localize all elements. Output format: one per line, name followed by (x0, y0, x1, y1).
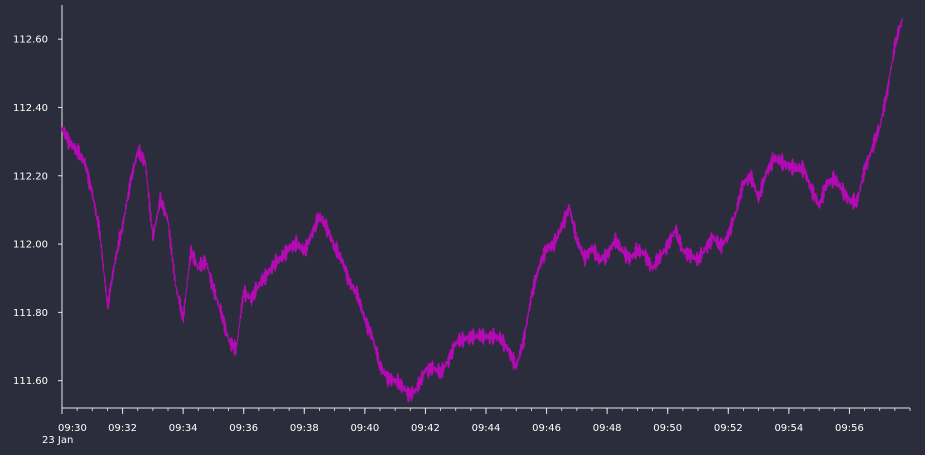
y-tick-label: 112.20 (13, 171, 48, 182)
price-series-line (61, 18, 903, 403)
x-tick-label: 09:40 (350, 423, 379, 434)
x-tick-label: 09:30 (58, 423, 87, 434)
y-tick-label: 111.80 (13, 308, 48, 319)
chart-axes (61, 5, 910, 409)
x-tick-label: 09:36 (229, 423, 258, 434)
x-tick-label: 09:52 (714, 423, 743, 434)
y-axis: 111.60 111.80 112.00 112.20 112.40 112.60 (13, 35, 62, 387)
x-tick-label: 09:42 (411, 423, 440, 434)
x-tick-label: 09:50 (653, 423, 682, 434)
x-tick-label: 09:56 (835, 423, 864, 434)
y-tick-label: 112.60 (13, 35, 48, 46)
x-tick-label: 09:38 (290, 423, 319, 434)
x-tick-label: 09:46 (532, 423, 561, 434)
series-layer (61, 18, 903, 403)
x-tick-label: 09:54 (774, 423, 803, 434)
x-tick-label: 09:34 (169, 423, 198, 434)
y-tick-label: 112.00 (13, 240, 48, 251)
x-tick-label: 09:32 (108, 423, 137, 434)
x-tick-label: 09:44 (472, 423, 501, 434)
x-axis-date-label: 23 Jan (42, 435, 73, 446)
x-axis: 09:30 09:32 09:34 09:36 09:38 09:40 09:42 09:44… (58, 408, 911, 434)
y-tick-label: 111.60 (13, 376, 48, 387)
x-tick-label: 09:48 (593, 423, 622, 434)
y-tick-label: 112.40 (13, 103, 48, 114)
